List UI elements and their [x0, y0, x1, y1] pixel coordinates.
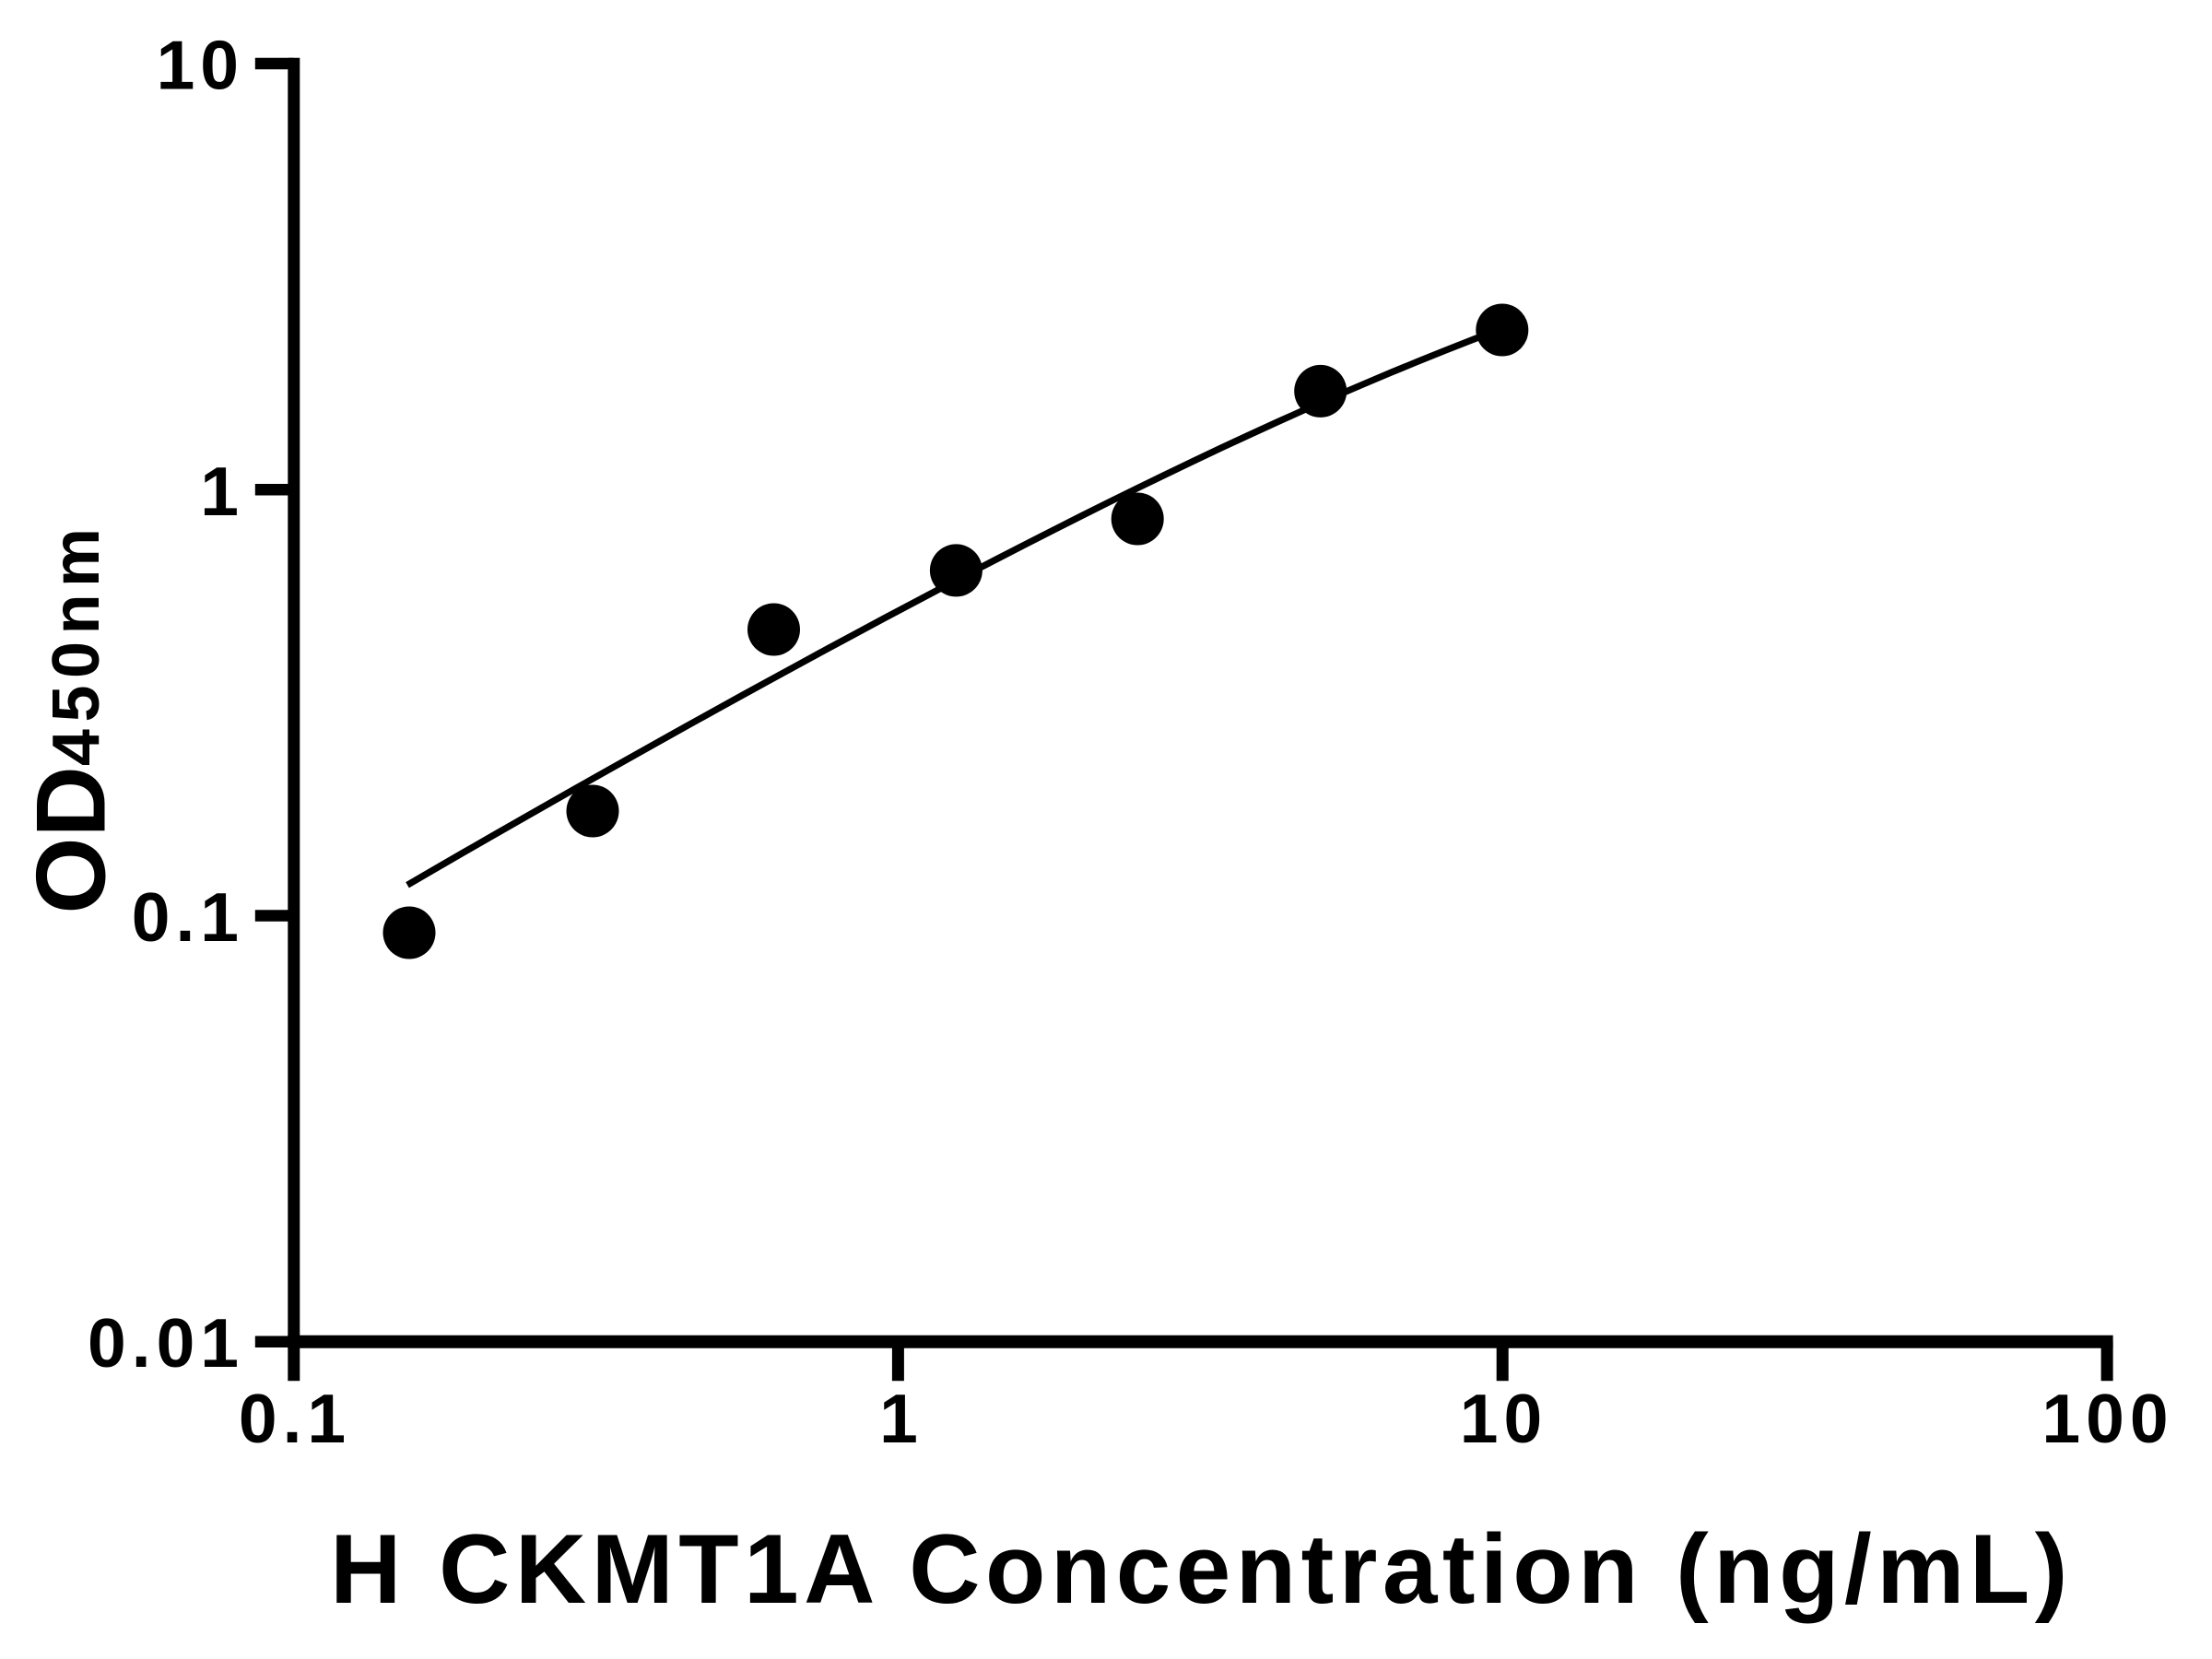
svg-text:OD450nm: OD450nm [16, 521, 126, 913]
svg-text:0.1: 0.1 [239, 1380, 351, 1457]
svg-text:100: 100 [2041, 1380, 2173, 1457]
svg-text:10: 10 [1460, 1380, 1547, 1457]
svg-text:H CKMT1A Concentration (ng/mL): H CKMT1A Concentration (ng/mL) [330, 1513, 2073, 1624]
svg-text:1: 1 [879, 1380, 918, 1457]
svg-text:10: 10 [157, 27, 244, 104]
svg-text:0.1: 0.1 [132, 878, 244, 956]
svg-text:1: 1 [200, 453, 239, 530]
svg-text:0.01: 0.01 [88, 1304, 244, 1382]
